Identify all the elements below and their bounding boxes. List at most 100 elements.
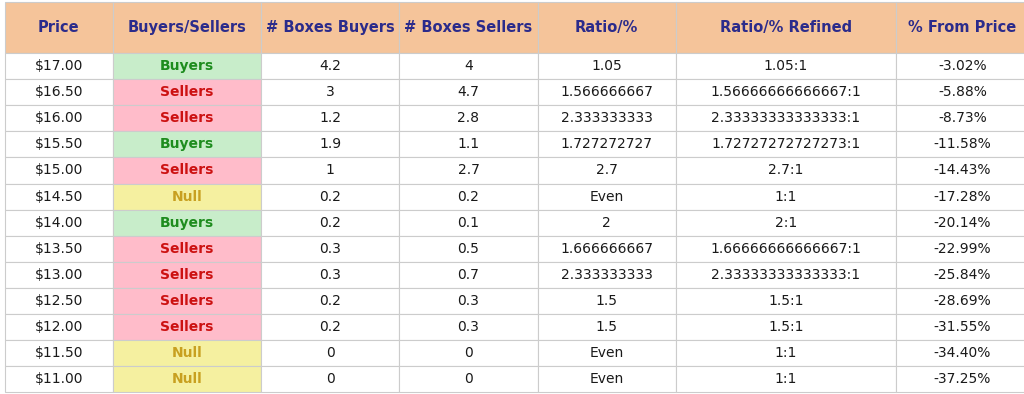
Bar [113,79,261,105]
Text: $13.50: $13.50 [35,242,83,256]
Text: 0.3: 0.3 [319,268,341,282]
Bar [113,366,261,392]
Text: 0: 0 [326,346,335,360]
Bar [676,236,896,262]
Bar [113,131,261,158]
Text: 0.2: 0.2 [458,190,479,204]
Text: -8.73%: -8.73% [938,112,987,125]
Bar [538,314,676,340]
Bar [896,210,1024,236]
Bar [5,184,113,210]
Text: -34.40%: -34.40% [934,346,991,360]
Bar [538,340,676,366]
Bar [896,158,1024,184]
Bar [896,288,1024,314]
Text: Sellers: Sellers [160,320,214,334]
Text: Price: Price [38,20,80,35]
Bar [113,184,261,210]
Text: $12.50: $12.50 [35,294,83,308]
Text: $16.00: $16.00 [35,112,83,125]
Text: 0: 0 [326,372,335,386]
Bar [896,131,1024,158]
Text: -5.88%: -5.88% [938,85,987,99]
Bar [538,105,676,131]
Text: 0.5: 0.5 [458,242,479,256]
Bar [399,184,538,210]
Bar [5,236,113,262]
Bar [676,184,896,210]
Bar [5,79,113,105]
Text: 1.1: 1.1 [458,138,479,151]
Bar [676,340,896,366]
Text: Buyers: Buyers [160,216,214,230]
Text: 2.7: 2.7 [458,164,479,177]
Bar [538,262,676,288]
Bar [261,184,399,210]
Bar [538,236,676,262]
Text: $16.50: $16.50 [35,85,83,99]
Bar [676,105,896,131]
Bar [261,105,399,131]
Text: Even: Even [590,346,624,360]
Text: 1.566666667: 1.566666667 [560,85,653,99]
Text: 0.3: 0.3 [458,320,479,334]
Text: 1.5: 1.5 [596,320,617,334]
Text: Sellers: Sellers [160,242,214,256]
Text: Even: Even [590,372,624,386]
Bar [399,314,538,340]
Bar [5,366,113,392]
Bar [896,53,1024,79]
Bar [399,53,538,79]
Bar [676,288,896,314]
Text: -22.99%: -22.99% [934,242,991,256]
Text: -3.02%: -3.02% [938,59,987,73]
Text: Buyers: Buyers [160,59,214,73]
Bar [676,158,896,184]
Text: 1.72727272727273:1: 1.72727272727273:1 [712,138,860,151]
Text: Null: Null [171,346,203,360]
Bar [896,262,1024,288]
Bar [261,288,399,314]
Text: 2: 2 [602,216,611,230]
Bar [399,288,538,314]
Text: 1.5:1: 1.5:1 [768,294,804,308]
Text: 2.33333333333333:1: 2.33333333333333:1 [712,268,860,282]
Bar [676,366,896,392]
Text: 0: 0 [464,346,473,360]
Bar [261,262,399,288]
Bar [676,53,896,79]
Text: # Boxes Buyers: # Boxes Buyers [266,20,394,35]
Bar [399,340,538,366]
Text: -31.55%: -31.55% [934,320,991,334]
Bar [399,236,538,262]
Text: Sellers: Sellers [160,85,214,99]
Text: $15.00: $15.00 [35,164,83,177]
Text: -14.43%: -14.43% [934,164,991,177]
Bar [538,2,676,53]
Bar [896,105,1024,131]
Text: 1.56666666666667:1: 1.56666666666667:1 [711,85,861,99]
Text: Ratio/% Refined: Ratio/% Refined [720,20,852,35]
Bar [261,131,399,158]
Text: Ratio/%: Ratio/% [575,20,638,35]
Bar [896,340,1024,366]
Text: 1.727272727: 1.727272727 [561,138,652,151]
Text: 0.2: 0.2 [319,216,341,230]
Bar [676,79,896,105]
Bar [538,184,676,210]
Text: 2.7: 2.7 [596,164,617,177]
Text: 1:1: 1:1 [775,346,797,360]
Bar [113,53,261,79]
Bar [5,314,113,340]
Bar [399,2,538,53]
Bar [676,2,896,53]
Bar [113,262,261,288]
Text: Sellers: Sellers [160,164,214,177]
Bar [113,210,261,236]
Text: Sellers: Sellers [160,112,214,125]
Bar [896,184,1024,210]
Bar [113,236,261,262]
Bar [261,53,399,79]
Bar [113,288,261,314]
Text: $14.00: $14.00 [35,216,83,230]
